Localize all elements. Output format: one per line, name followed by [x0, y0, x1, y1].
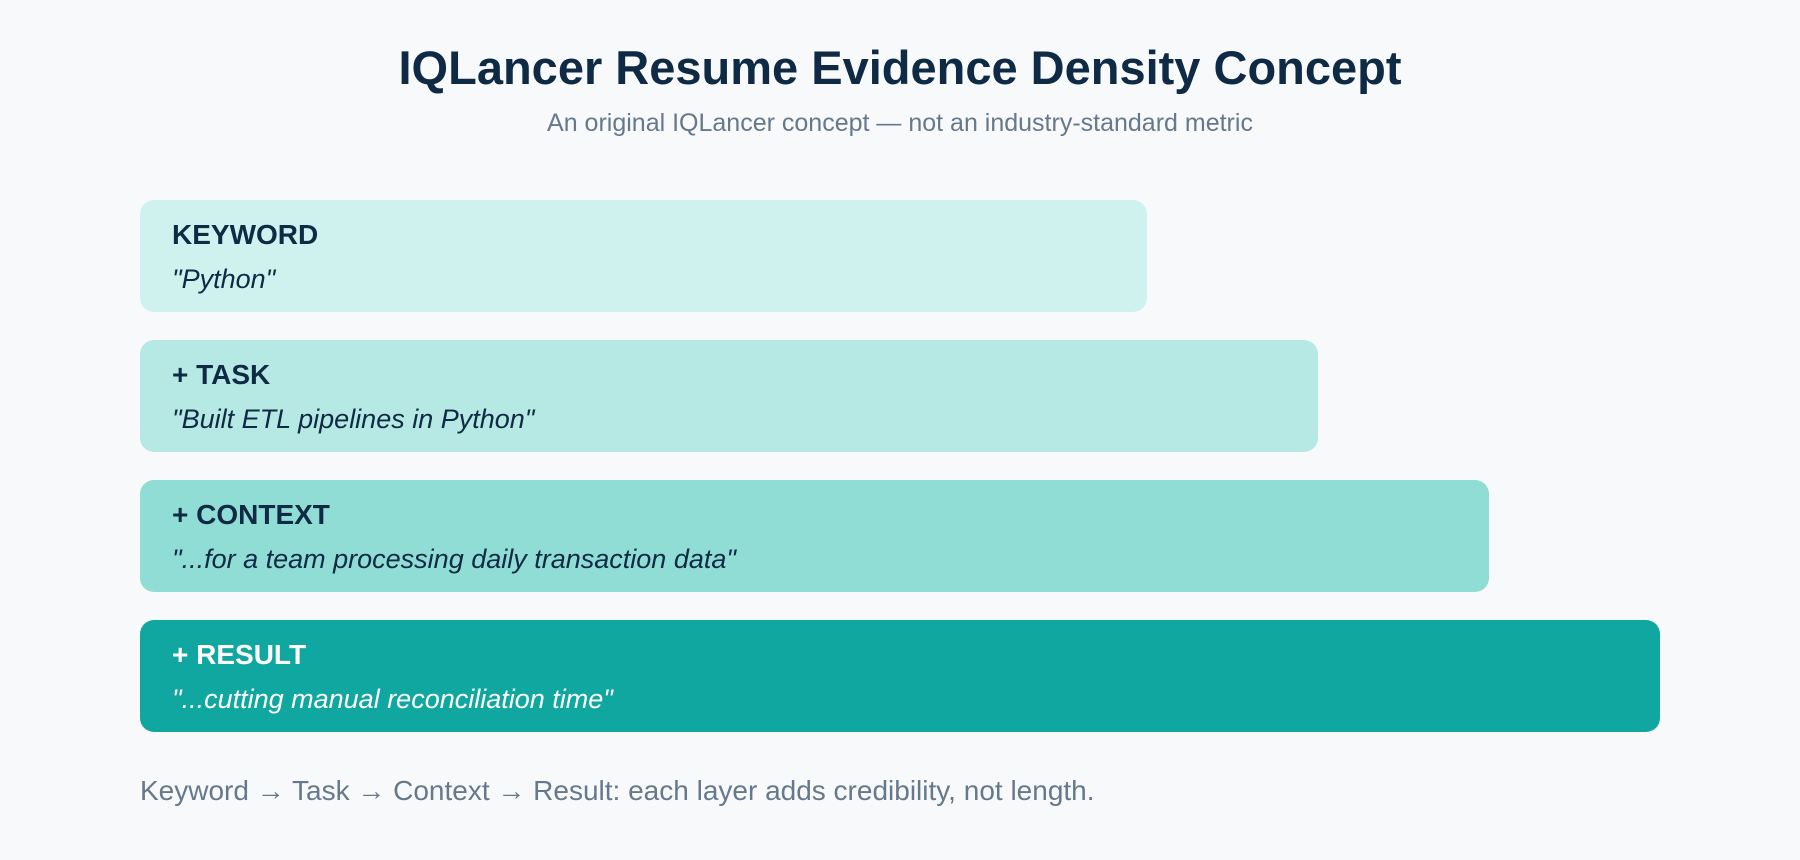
layer-heading: + RESULT: [172, 639, 307, 670]
layer-heading: KEYWORD: [172, 219, 319, 250]
layer-example: "...for a team processing daily transact…: [172, 544, 736, 574]
layer-example: "Python": [172, 264, 276, 294]
layer-heading: + CONTEXT: [172, 499, 330, 530]
page-subtitle: An original IQLancer concept — not an in…: [547, 109, 1253, 137]
footer-caption: Keyword → Task → Context → Result: each …: [140, 775, 1095, 806]
layer-result: + RESULT "...cutting manual reconciliati…: [140, 620, 1660, 732]
page-title: IQLancer Resume Evidence Density Concept: [398, 41, 1402, 94]
layer-context: + CONTEXT "...for a team processing dail…: [140, 480, 1489, 592]
layer-task: + TASK "Built ETL pipelines in Python": [140, 340, 1318, 452]
layer-keyword: KEYWORD "Python": [140, 200, 1147, 312]
layer-example: "Built ETL pipelines in Python": [172, 404, 535, 434]
layer-example: "...cutting manual reconciliation time": [172, 684, 613, 714]
layer-heading: + TASK: [172, 359, 271, 390]
